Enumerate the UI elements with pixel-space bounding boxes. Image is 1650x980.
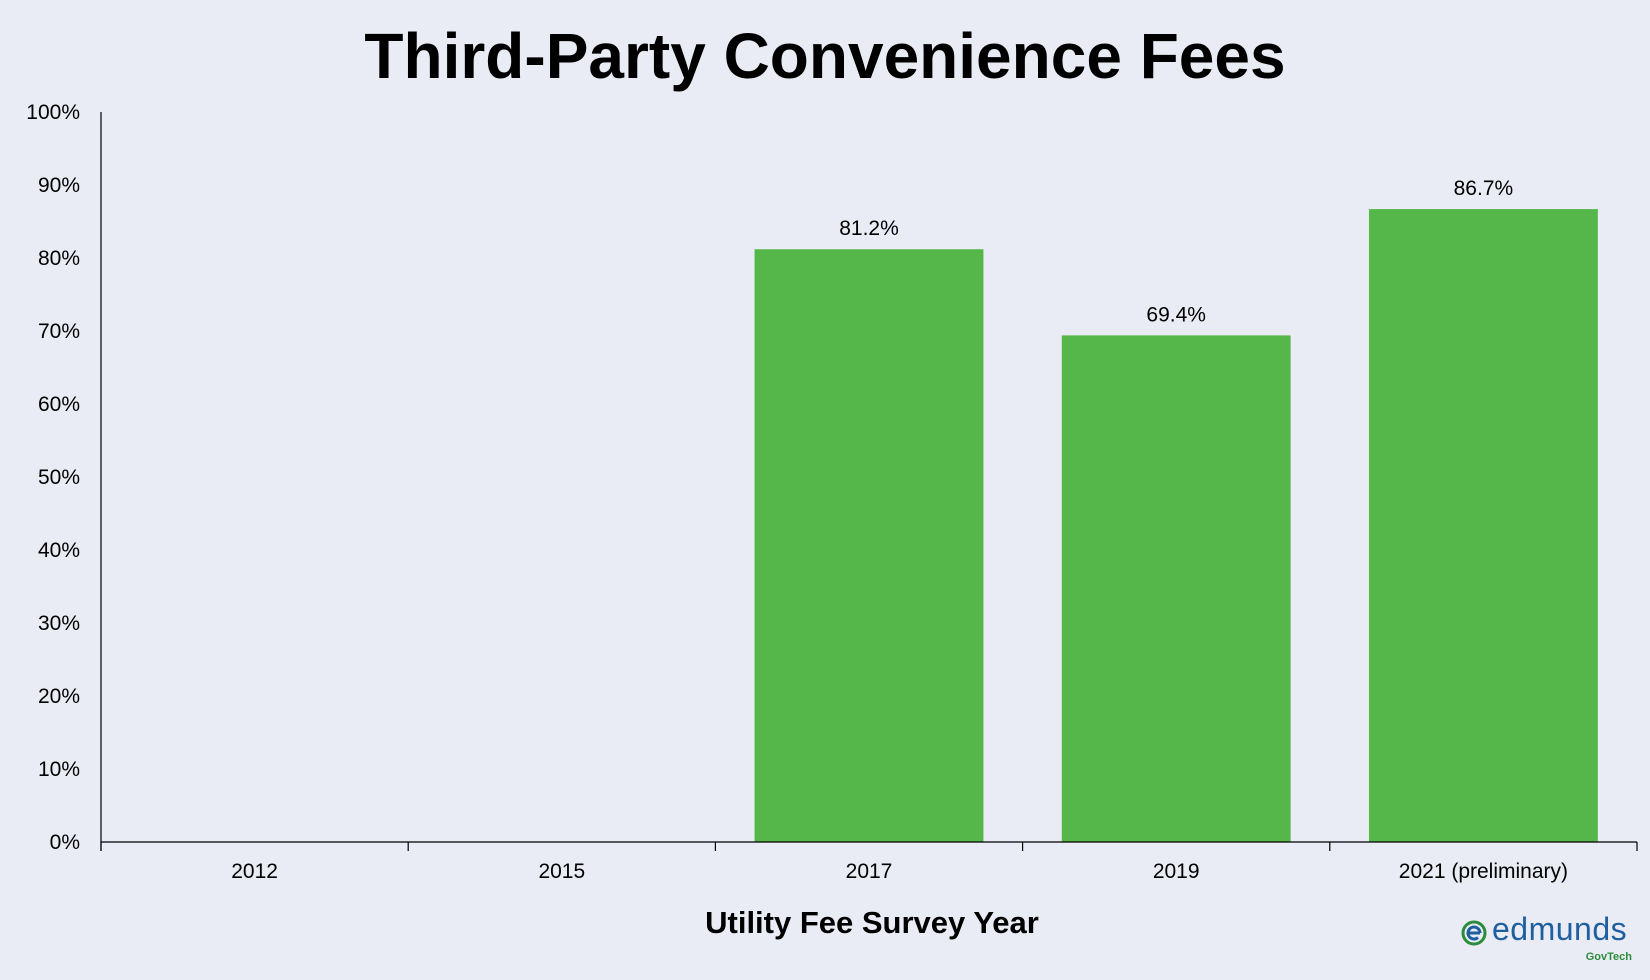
logo-wordmark: edmunds [1492, 911, 1628, 947]
bars-group [754, 209, 1598, 843]
y-tick-label: 50% [38, 466, 80, 489]
axes-group [100, 112, 1638, 851]
y-tick-label: 30% [38, 612, 80, 635]
y-tick-label: 100% [26, 101, 80, 124]
y-tick-label: 0% [50, 831, 80, 854]
bar-2021 [1368, 209, 1598, 843]
logo-subtitle: GovTech [1585, 951, 1632, 963]
x-axis-title: Utility Fee Survey Year [705, 905, 1039, 940]
data-label: 81.2% [839, 217, 899, 240]
x-tick-label: 2017 [846, 860, 893, 883]
y-tick-label: 90% [38, 174, 80, 197]
y-tick-label: 60% [38, 393, 80, 416]
y-tick-label: 80% [38, 247, 80, 270]
data-label: 69.4% [1146, 303, 1206, 326]
x-tick-label: 2015 [538, 860, 585, 883]
bar-2019 [1061, 335, 1291, 842]
x-tick-label: 2021 (preliminary) [1399, 860, 1568, 883]
x-tick-label: 2019 [1153, 860, 1200, 883]
edmunds-e-logo-icon [1461, 920, 1487, 946]
data-label: 86.7% [1454, 177, 1514, 200]
y-tick-label: 40% [38, 539, 80, 562]
data-labels-group: 81.2% 69.4% 86.7% [839, 177, 1513, 326]
edmunds-logo: edmunds GovTech [1460, 911, 1632, 963]
y-axis-tick-labels: 0% 10% 20% 30% 40% 50% 60% 70% 80% 90% 100% [26, 101, 80, 854]
chart-title: Third-Party Convenience Fees [364, 20, 1285, 92]
x-axis-tick-labels: 2012 2015 2017 2019 2021 (preliminary) [231, 860, 1568, 883]
x-tick-label: 2012 [231, 860, 278, 883]
y-tick-label: 70% [38, 320, 80, 343]
y-tick-label: 20% [38, 685, 80, 708]
bar-2017 [754, 249, 984, 843]
y-tick-label: 10% [38, 758, 80, 781]
